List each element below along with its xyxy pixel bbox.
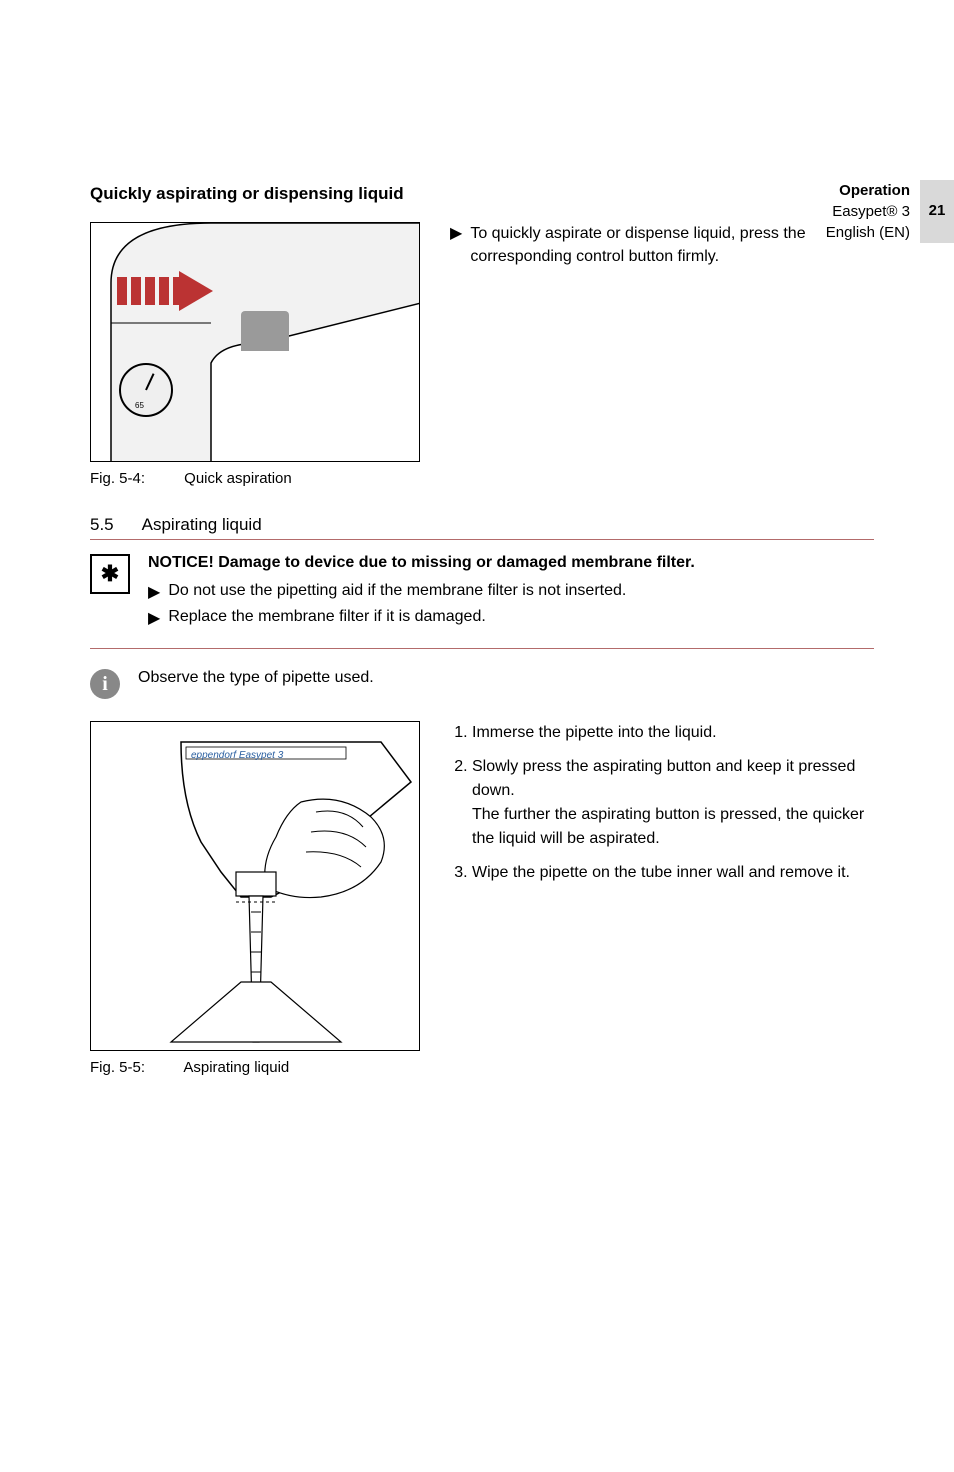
device-brand-label: eppendorf Easypet 3	[191, 750, 283, 761]
section-5-5-heading: 5.5 Aspirating liquid	[90, 515, 874, 540]
figure-5-5-caption-text: Aspirating liquid	[183, 1059, 289, 1076]
notice-title: NOTICE! Damage to device due to missing …	[148, 554, 874, 572]
figure-5-5-block: eppendorf Easypet 3 Fig. 5-5: Aspirating…	[90, 721, 420, 1076]
notice-item-text: Replace the membrane filter if it is dam…	[168, 608, 485, 628]
section-number: 5.5	[90, 515, 114, 535]
notice-block: ✱ NOTICE! Damage to device due to missin…	[90, 554, 874, 649]
quick-instruction-text: To quickly aspirate or dispense liquid, …	[470, 222, 874, 268]
step-item: Slowly press the aspirating button and k…	[472, 755, 874, 851]
subheading-quick: Quickly aspirating or dispensing liquid	[90, 184, 874, 204]
figure-5-4-block: 65 Fig. 5-4: Quick aspiration	[90, 222, 420, 487]
step-item: Immerse the pipette into the liquid.	[472, 721, 874, 745]
header-section: Operation	[826, 180, 910, 201]
hand-device-svg	[91, 722, 420, 1051]
speed-indicator-bars	[117, 277, 183, 305]
info-row: i Observe the type of pipette used.	[90, 669, 874, 699]
arrow-icon	[179, 271, 213, 311]
gauge-value: 65	[135, 401, 144, 410]
page-header: Operation Easypet® 3 English (EN) 21	[826, 180, 954, 243]
figure-5-5-number: Fig. 5-5:	[90, 1059, 180, 1076]
figure-5-5: eppendorf Easypet 3	[90, 721, 420, 1051]
quick-instruction: ▶ To quickly aspirate or dispense liquid…	[450, 222, 874, 272]
bullet-icon: ▶	[148, 608, 160, 628]
header-product: Easypet® 3	[826, 201, 910, 222]
figure-5-4-number: Fig. 5-4:	[90, 470, 180, 487]
notice-item: ▶ Do not use the pipetting aid if the me…	[148, 582, 874, 602]
step-item: Wipe the pipette on the tube inner wall …	[472, 861, 874, 885]
page-number-tab: 21	[920, 180, 954, 243]
control-button	[241, 311, 289, 351]
figure-5-4-caption-text: Quick aspiration	[184, 470, 292, 487]
figure-5-5-caption: Fig. 5-5: Aspirating liquid	[90, 1059, 420, 1076]
section-title: Aspirating liquid	[142, 515, 262, 535]
info-text: Observe the type of pipette used.	[138, 669, 374, 687]
notice-item: ▶ Replace the membrane filter if it is d…	[148, 608, 874, 628]
figure-5-4-caption: Fig. 5-4: Quick aspiration	[90, 470, 420, 487]
bullet-icon: ▶	[148, 582, 160, 602]
figure-5-4: 65	[90, 222, 420, 462]
steps-block: Immerse the pipette into the liquid. Slo…	[450, 721, 874, 895]
bullet-icon: ▶	[450, 222, 462, 268]
info-icon: i	[90, 669, 120, 699]
damage-icon: ✱	[90, 554, 130, 594]
speed-gauge	[119, 363, 173, 417]
notice-item-text: Do not use the pipetting aid if the memb…	[168, 582, 626, 602]
header-language: English (EN)	[826, 222, 910, 243]
